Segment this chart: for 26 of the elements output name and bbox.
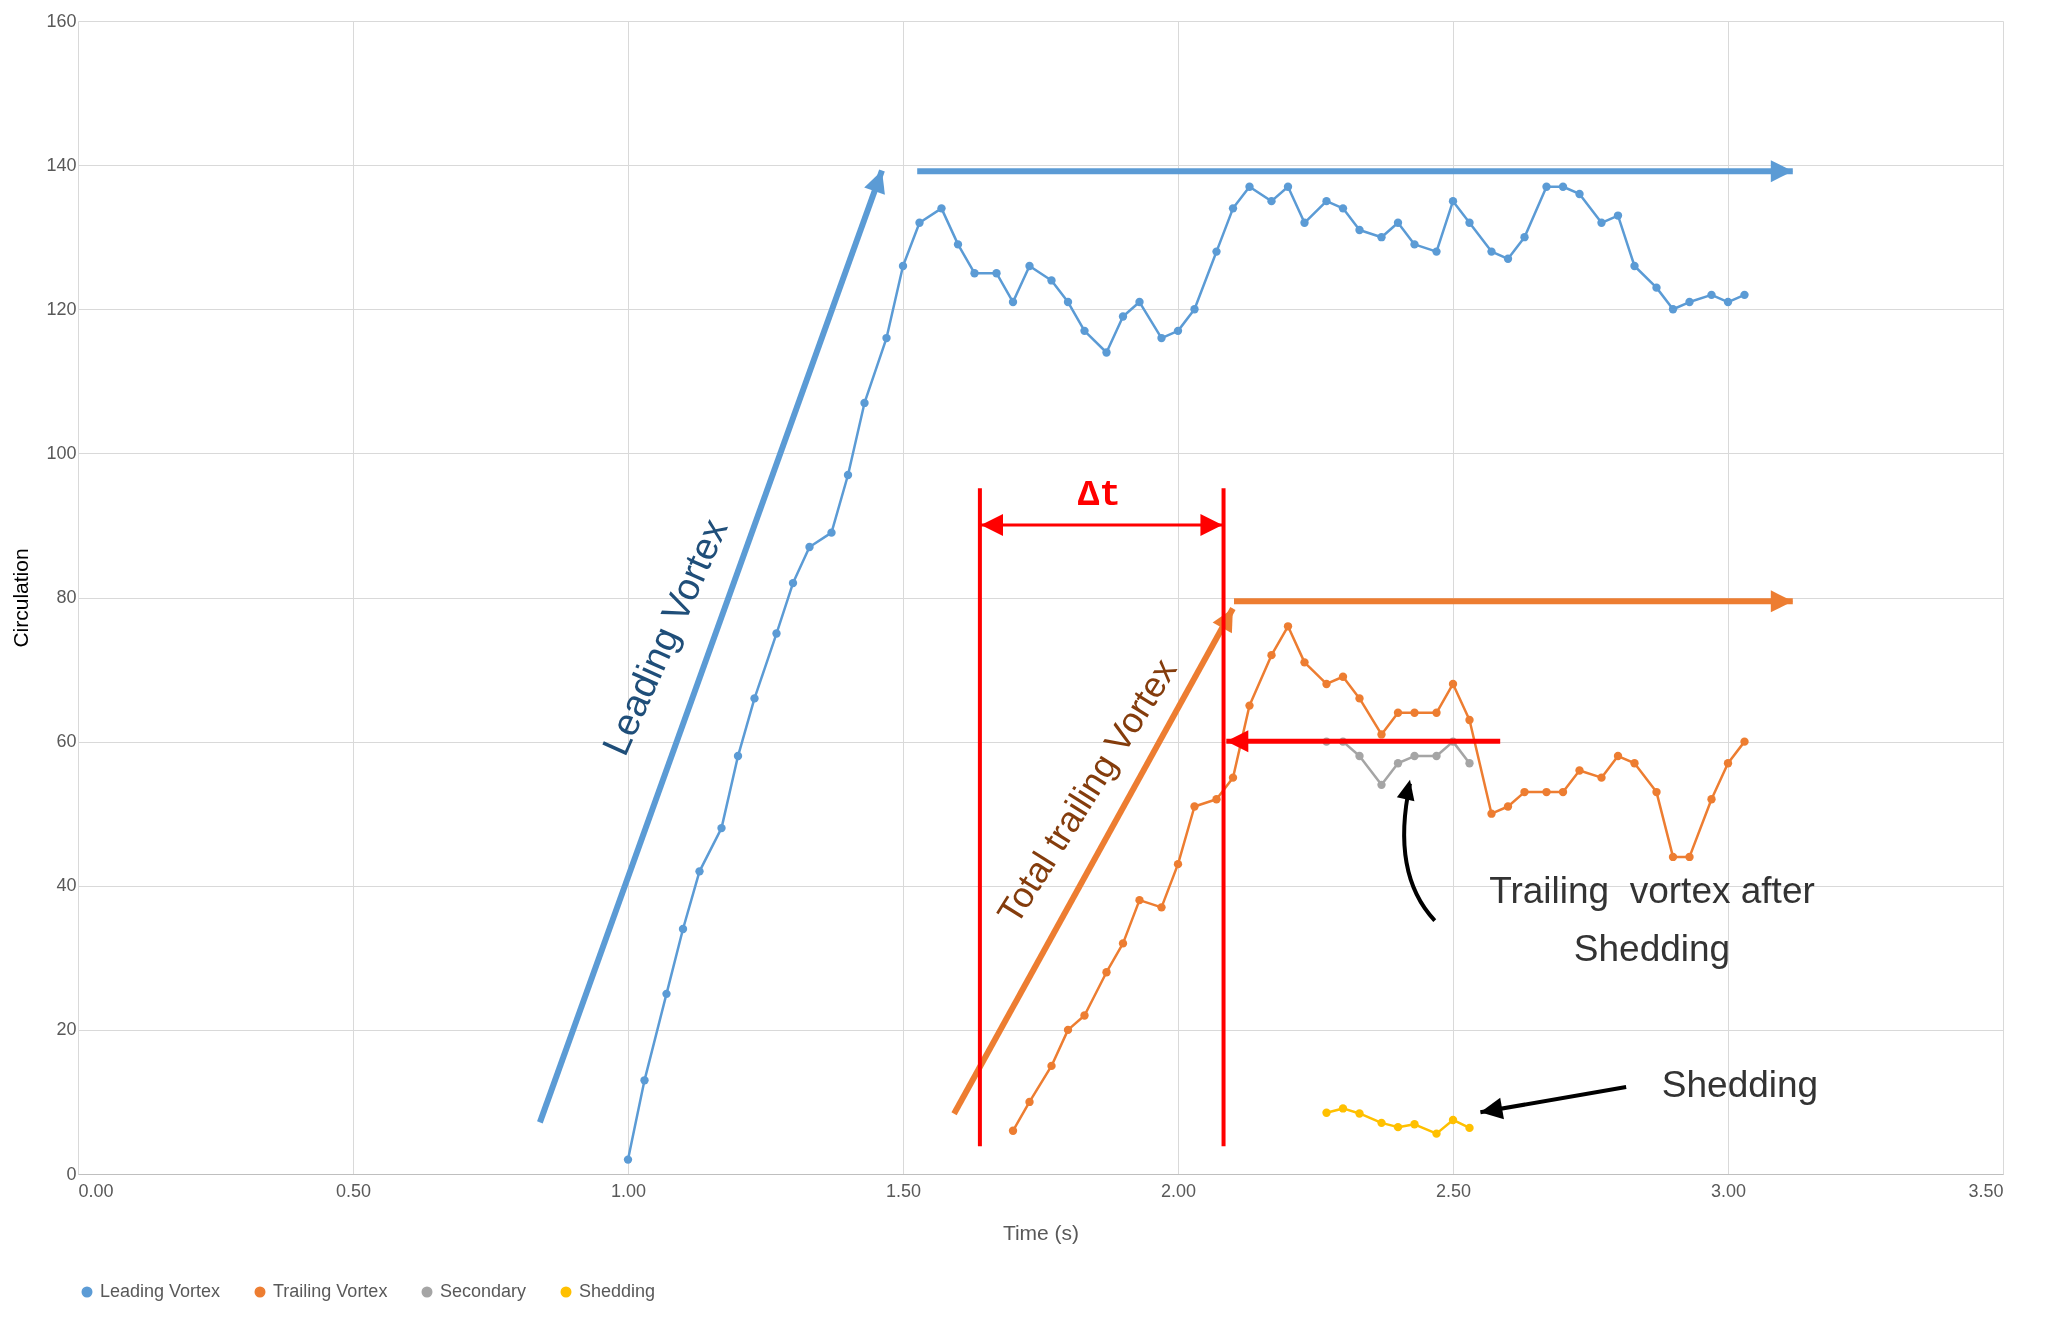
- y-tick-label: 80: [56, 587, 77, 607]
- y-tick-label: 120: [46, 298, 77, 319]
- y-tick-label: 20: [56, 1019, 77, 1040]
- y-tick-label: 60: [56, 731, 77, 752]
- annotation: Trailing vortex after Shedding: [1489, 869, 1815, 969]
- y-tick-label: 140: [46, 154, 77, 175]
- legend-label: Secondary: [440, 1281, 527, 1301]
- y-tick-label: 0: [66, 1163, 77, 1184]
- x-axis-title: Time (s): [1002, 1220, 1080, 1244]
- x-tick-label: 0.00: [78, 1180, 114, 1201]
- legend-label: Trailing Vortex: [273, 1281, 388, 1301]
- x-tick-label: 3.50: [1968, 1180, 2004, 1201]
- y-axis-title: Circulation: [9, 548, 33, 648]
- x-tick-label: 2.50: [1435, 1180, 1472, 1201]
- annotation: Δt: [1077, 474, 1121, 516]
- annotation: Shedding: [1661, 1063, 1819, 1105]
- legend-label: Shedding: [579, 1281, 656, 1301]
- x-tick-label: 1.00: [610, 1180, 647, 1201]
- x-tick-label: 2.00: [1160, 1180, 1197, 1201]
- y-tick-label: 40: [56, 875, 77, 896]
- x-tick-label: 0.50: [335, 1180, 372, 1201]
- y-tick-label: 160: [46, 10, 77, 31]
- x-tick-label: 3.00: [1710, 1180, 1747, 1201]
- y-tick-label: 100: [46, 442, 77, 463]
- x-tick-label: 1.50: [885, 1180, 922, 1201]
- legend-label: Leading Vortex: [100, 1281, 221, 1301]
